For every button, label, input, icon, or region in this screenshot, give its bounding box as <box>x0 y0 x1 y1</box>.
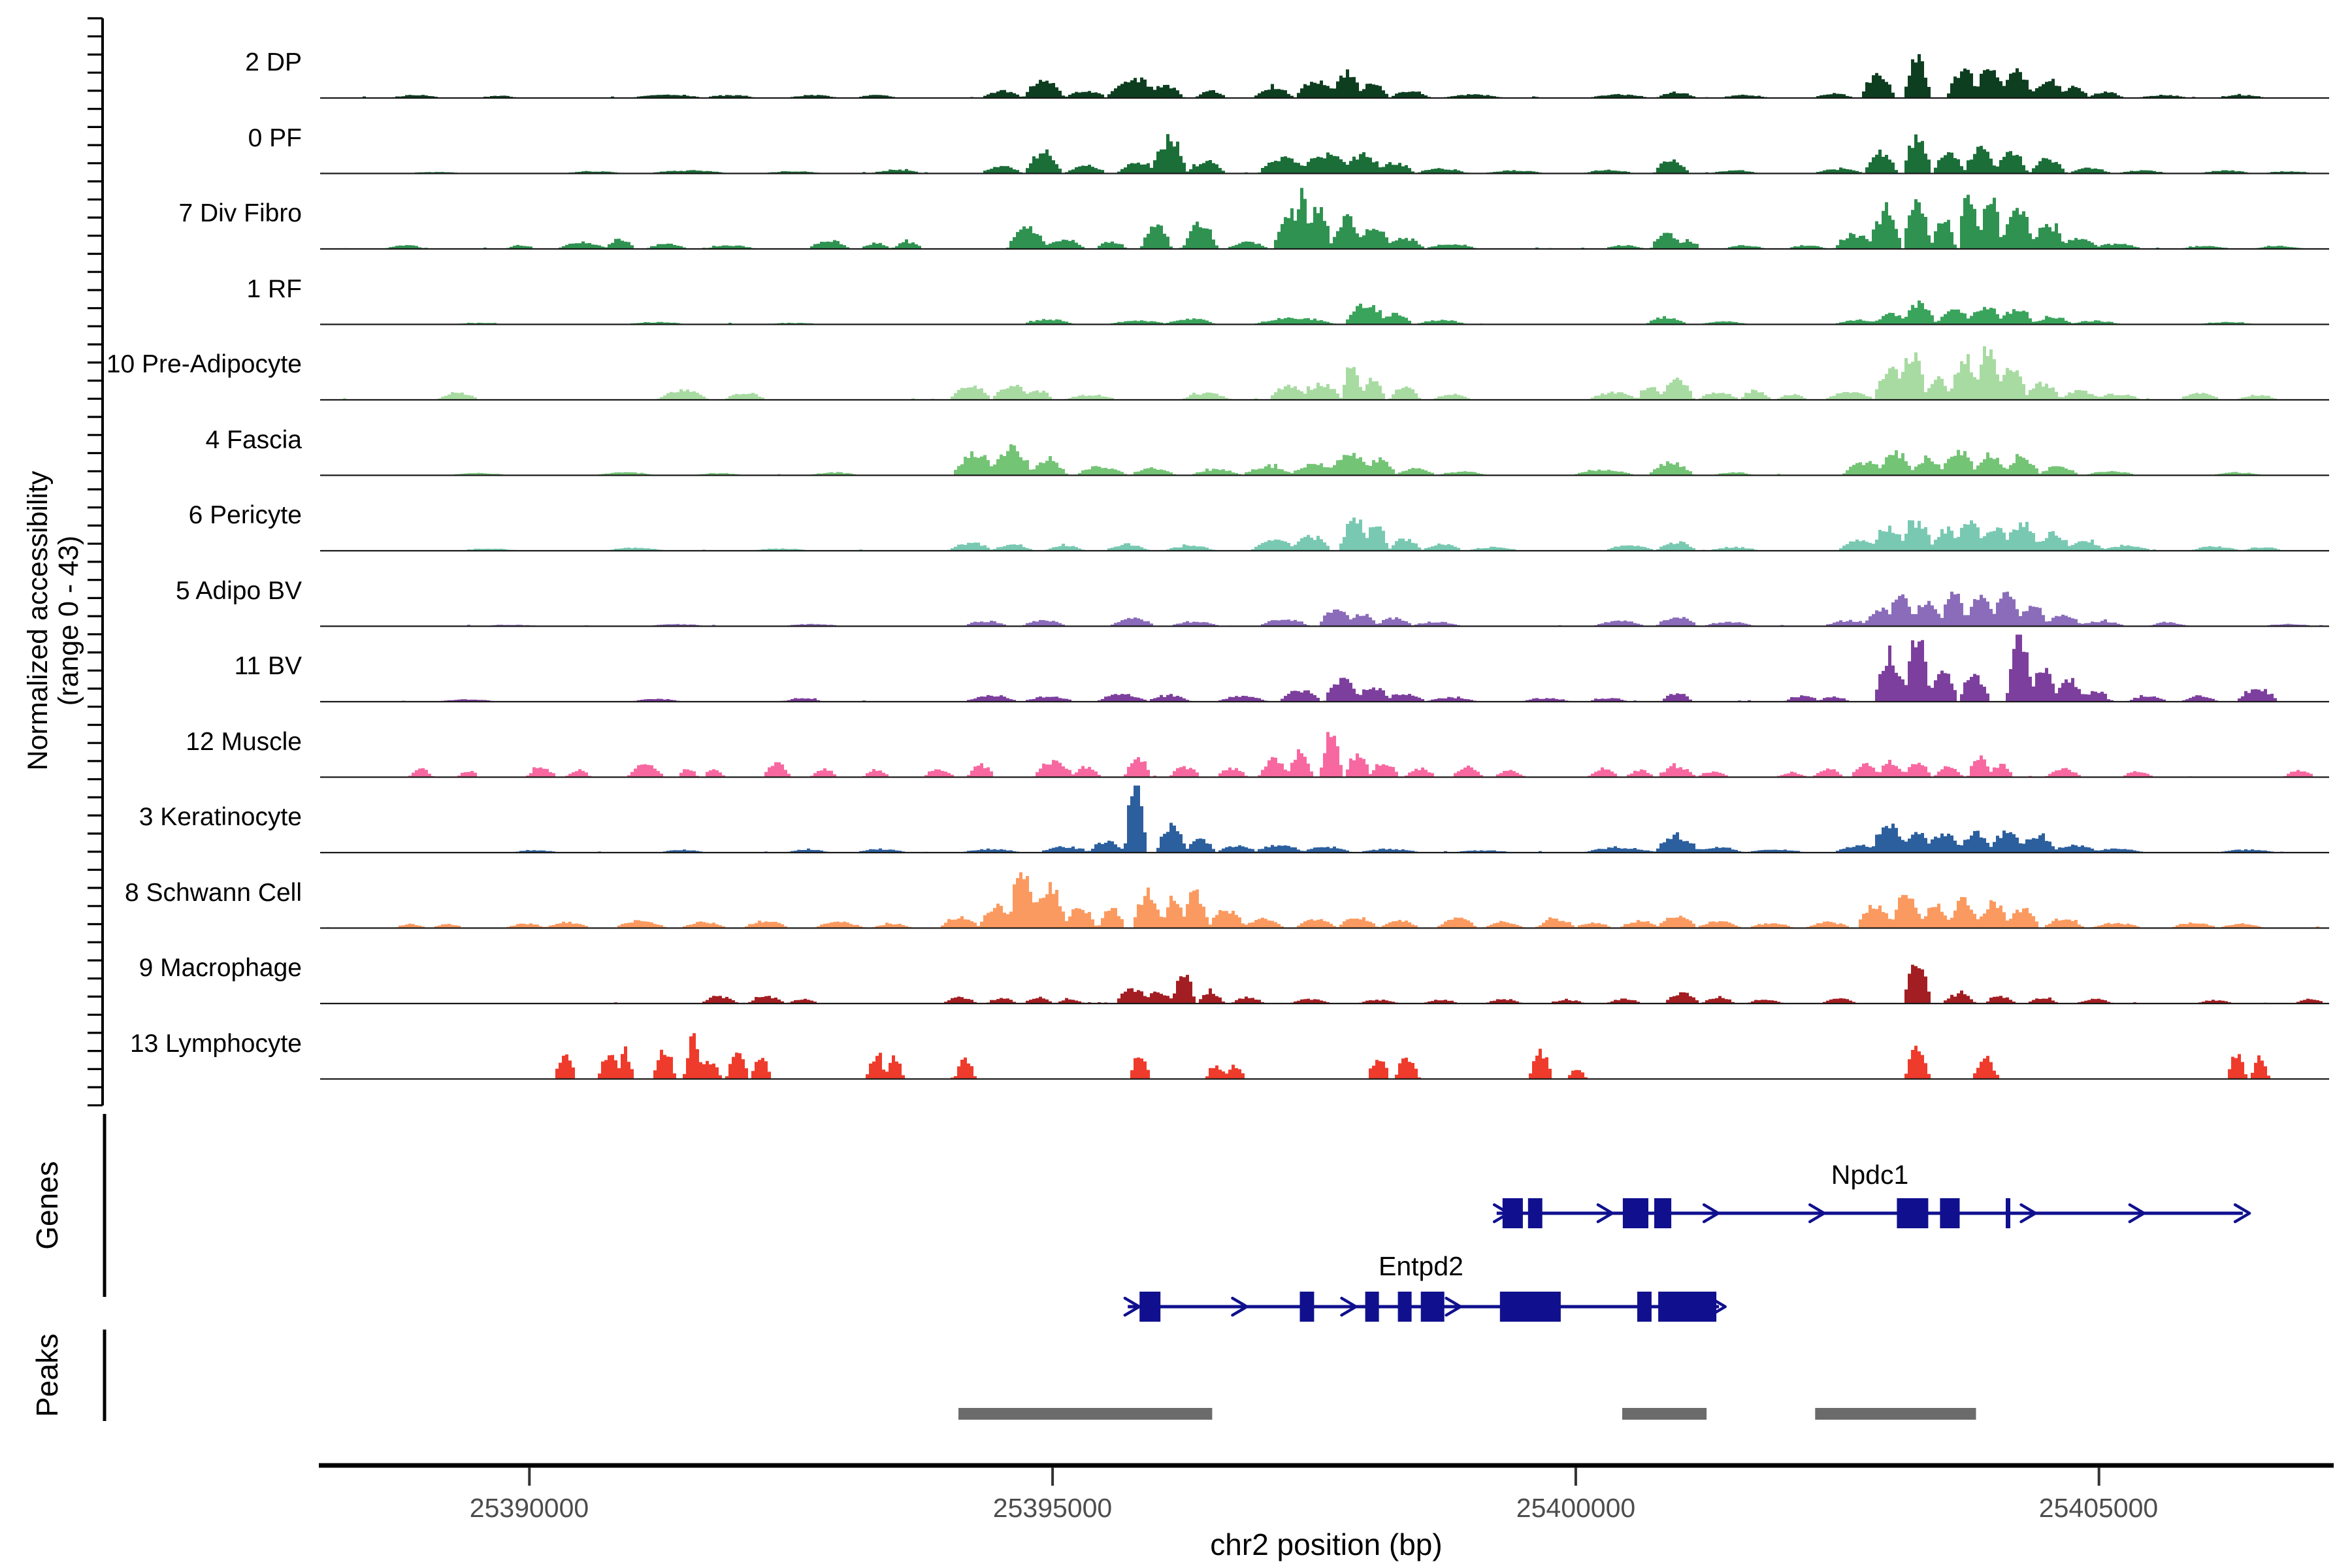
gene-exon <box>1637 1292 1652 1322</box>
x-tick-label-25395000: 25395000 <box>993 1493 1112 1523</box>
track-label-0-pf: 0 PF <box>248 124 302 152</box>
gene-strand-arrow <box>1596 1203 1614 1224</box>
peak-bar <box>1622 1408 1707 1420</box>
track-signal-4-10-pre-adipocyte <box>320 346 2329 400</box>
track-label-11-bv: 11 BV <box>235 652 302 680</box>
gene-exon <box>1622 1198 1648 1228</box>
track-label-8-schwann-cell: 8 Schwann Cell <box>125 879 302 907</box>
gene-exon <box>1299 1292 1315 1322</box>
gene-exon <box>1139 1292 1161 1322</box>
track-signal-7-5-adipo-bv <box>320 591 2329 627</box>
track-signal-5-4-fascia <box>320 444 2329 476</box>
gene-exon <box>1897 1198 1929 1228</box>
gene-exon <box>1654 1198 1672 1228</box>
track-label-7-div-fibro: 7 Div Fibro <box>178 199 302 227</box>
peak-bars <box>958 1408 1976 1420</box>
gene-exon <box>1502 1198 1523 1228</box>
track-signal-8-11-bv <box>320 634 2329 702</box>
gene-exon <box>1940 1198 1960 1228</box>
gene-strand-arrow <box>1702 1203 1720 1224</box>
x-tick-label-25390000: 25390000 <box>470 1493 589 1523</box>
track-signal-1-0-pf <box>320 134 2329 174</box>
gene-strand-arrow <box>1123 1296 1141 1317</box>
genes-section: Genes Npdc1 Entpd2 <box>30 1114 2251 1322</box>
gene-strand-arrow <box>1808 1203 1826 1224</box>
signal-tracks <box>320 54 2329 1080</box>
y-axis-label-line1: Normalized accessibility <box>22 470 54 770</box>
gene-exon <box>1420 1292 1445 1322</box>
x-tick-label-25405000: 25405000 <box>2039 1493 2158 1523</box>
gene-strand-arrow <box>2019 1203 2037 1224</box>
gene-exon <box>1397 1292 1412 1322</box>
track-label-3-keratinocyte: 3 Keratinocyte <box>139 803 302 831</box>
track-signal-12-9-macrophage <box>320 964 2329 1004</box>
peak-bar <box>1815 1408 1976 1420</box>
gene-exon <box>1658 1292 1717 1322</box>
x-axis-title: chr2 position (bp) <box>1210 1527 1442 1561</box>
gene-strand-arrow <box>2128 1203 2146 1224</box>
y-axis-label-line2: (range 0 - 43) <box>53 536 84 706</box>
track-label-2-dp: 2 DP <box>245 48 302 76</box>
track-labels: 2 DP 0 PF 7 Div Fibro 1 RF 10 Pre-Adipoc… <box>106 48 302 1058</box>
track-label-6-pericyte: 6 Pericyte <box>189 501 302 529</box>
track-label-1-rf: 1 RF <box>246 275 302 303</box>
x-axis-ticks <box>528 1467 2100 1486</box>
genes-section-label: Genes <box>30 1161 64 1250</box>
track-signal-3-1-rf <box>320 301 2329 325</box>
gene-models <box>1123 1198 2251 1322</box>
gene-exon <box>1365 1292 1379 1322</box>
peaks-section: Peaks <box>30 1330 1976 1421</box>
gene-thin-exon <box>2006 1198 2010 1228</box>
gene-strand-arrow <box>2233 1203 2251 1224</box>
gene-strand-arrow <box>1445 1296 1462 1317</box>
track-label-10-pre-adipocyte: 10 Pre-Adipocyte <box>106 350 302 378</box>
x-axis: 25390000 25395000 25400000 25405000 chr2… <box>319 1463 2334 1561</box>
gene-label-npdc1: Npdc1 <box>1831 1160 1909 1190</box>
peak-bar <box>958 1408 1213 1420</box>
track-signal-9-12-muscle <box>320 732 2329 777</box>
track-signal-0-2-dp <box>320 54 2329 98</box>
track-label-9-macrophage: 9 Macrophage <box>139 954 302 982</box>
track-signal-6-6-pericyte <box>320 517 2329 551</box>
track-signal-11-8-schwann-cell <box>320 872 2329 928</box>
track-signal-2-7-div-fibro <box>320 188 2329 249</box>
track-signal-10-3-keratinocyte <box>320 785 2329 853</box>
gene-strand-arrow <box>1340 1296 1358 1317</box>
gene-label-entpd2: Entpd2 <box>1379 1251 1463 1281</box>
track-signal-13-13-lymphocyte <box>320 1033 2329 1079</box>
x-tick-label-25400000: 25400000 <box>1516 1493 1635 1523</box>
gene-strand-arrow <box>1231 1296 1249 1317</box>
track-label-13-lymphocyte: 13 Lymphocyte <box>130 1030 302 1058</box>
track-label-5-adipo-bv: 5 Adipo BV <box>176 577 302 605</box>
gene-exon <box>1527 1198 1543 1228</box>
track-label-4-fascia: 4 Fascia <box>206 426 302 454</box>
peaks-section-label: Peaks <box>30 1333 64 1417</box>
y-axis-ruler <box>88 17 104 1107</box>
gene-exon <box>1499 1292 1561 1322</box>
track-label-12-muscle: 12 Muscle <box>186 728 302 756</box>
